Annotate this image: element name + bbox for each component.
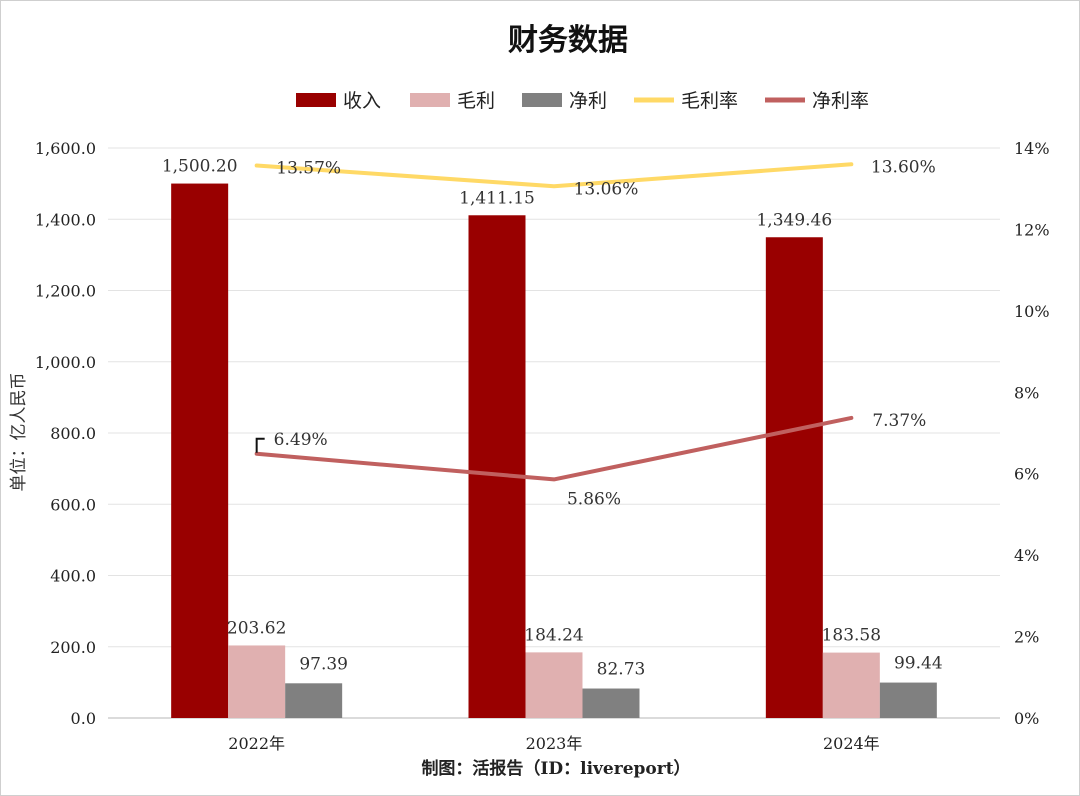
bar-data-label: 1,500.20 <box>162 157 238 177</box>
bar-收入 <box>765 237 823 718</box>
x-tick-label: 2023年 <box>526 734 583 753</box>
y-tick-label: 1,000.0 <box>35 353 96 372</box>
y-tick-label: 200.0 <box>50 638 96 657</box>
legend-label: 净利 <box>569 90 607 112</box>
legend-swatch-毛利 <box>410 93 450 107</box>
line-毛利率 <box>254 162 854 189</box>
bar-data-label: 97.39 <box>299 654 348 674</box>
y-tick-label: 400.0 <box>50 567 96 586</box>
line-data-label: 13.60% <box>871 157 936 177</box>
bar-净利 <box>582 688 640 718</box>
y-tick-label: 0.0 <box>71 709 96 728</box>
legend-label: 毛利 <box>457 90 495 112</box>
line-data-label: 13.06% <box>574 179 639 199</box>
y-tick-label: 1,400.0 <box>35 210 96 229</box>
bar-data-label: 82.73 <box>597 660 646 680</box>
bar-净利 <box>285 683 343 718</box>
bar-data-label: 1,349.46 <box>756 210 832 230</box>
line-data-label: 13.57% <box>276 159 341 179</box>
y-tick-label: 600.0 <box>50 495 96 514</box>
y2-tick-label: 2% <box>1014 628 1039 647</box>
legend-label: 净利率 <box>812 90 869 112</box>
bar-毛利 <box>525 652 583 718</box>
y2-tick-label: 10% <box>1014 302 1050 321</box>
line-data-label: 6.49% <box>274 430 328 450</box>
y2-tick-label: 14% <box>1014 139 1050 158</box>
legend-swatch-收入 <box>296 93 336 107</box>
x-tick-label: 2022年 <box>228 734 285 753</box>
bar-净利 <box>879 682 937 718</box>
line-data-label: 7.37% <box>872 411 926 431</box>
y2-tick-label: 4% <box>1014 546 1039 565</box>
line-data-label: 5.86% <box>567 489 621 509</box>
legend-swatch-净利 <box>522 93 562 107</box>
bar-data-label: 99.44 <box>894 654 943 674</box>
data-labels: 1,500.20 1,411.15 1,349.46 203.62 184.24 183.… <box>162 157 943 680</box>
y-tick-label: 800.0 <box>50 424 96 443</box>
grid-lines <box>108 147 1000 648</box>
credit-text: 制图：活报告（ID：livereport） <box>421 758 690 779</box>
y2-tick-label: 0% <box>1014 709 1039 728</box>
y-tick-label: 1,600.0 <box>35 139 96 158</box>
legend-label: 收入 <box>343 90 381 112</box>
y-axis-label: 单位：亿人民币 <box>9 373 29 492</box>
line-净利率 <box>254 415 854 482</box>
label-leader-line <box>255 437 265 453</box>
chart-title: 财务数据 <box>508 23 628 58</box>
bars <box>171 183 937 718</box>
bar-毛利 <box>822 652 880 718</box>
legend: 收入 毛利 净利 毛利率 净利率 <box>296 90 869 112</box>
bar-data-label: 1,411.15 <box>459 188 535 208</box>
bar-data-label: 203.62 <box>227 618 286 638</box>
bar-data-label: 183.58 <box>822 626 881 646</box>
y2-tick-label: 12% <box>1014 220 1050 239</box>
y2-tick-label: 8% <box>1014 383 1039 402</box>
x-tick-label: 2024年 <box>823 734 880 753</box>
bar-收入 <box>171 183 229 718</box>
bar-data-label: 184.24 <box>524 625 583 645</box>
bar-收入 <box>468 215 526 718</box>
bar-毛利 <box>228 645 286 718</box>
y2-tick-label: 6% <box>1014 465 1039 484</box>
lines <box>254 162 854 482</box>
y-tick-label: 1,200.0 <box>35 282 96 301</box>
legend-label: 毛利率 <box>681 90 738 112</box>
